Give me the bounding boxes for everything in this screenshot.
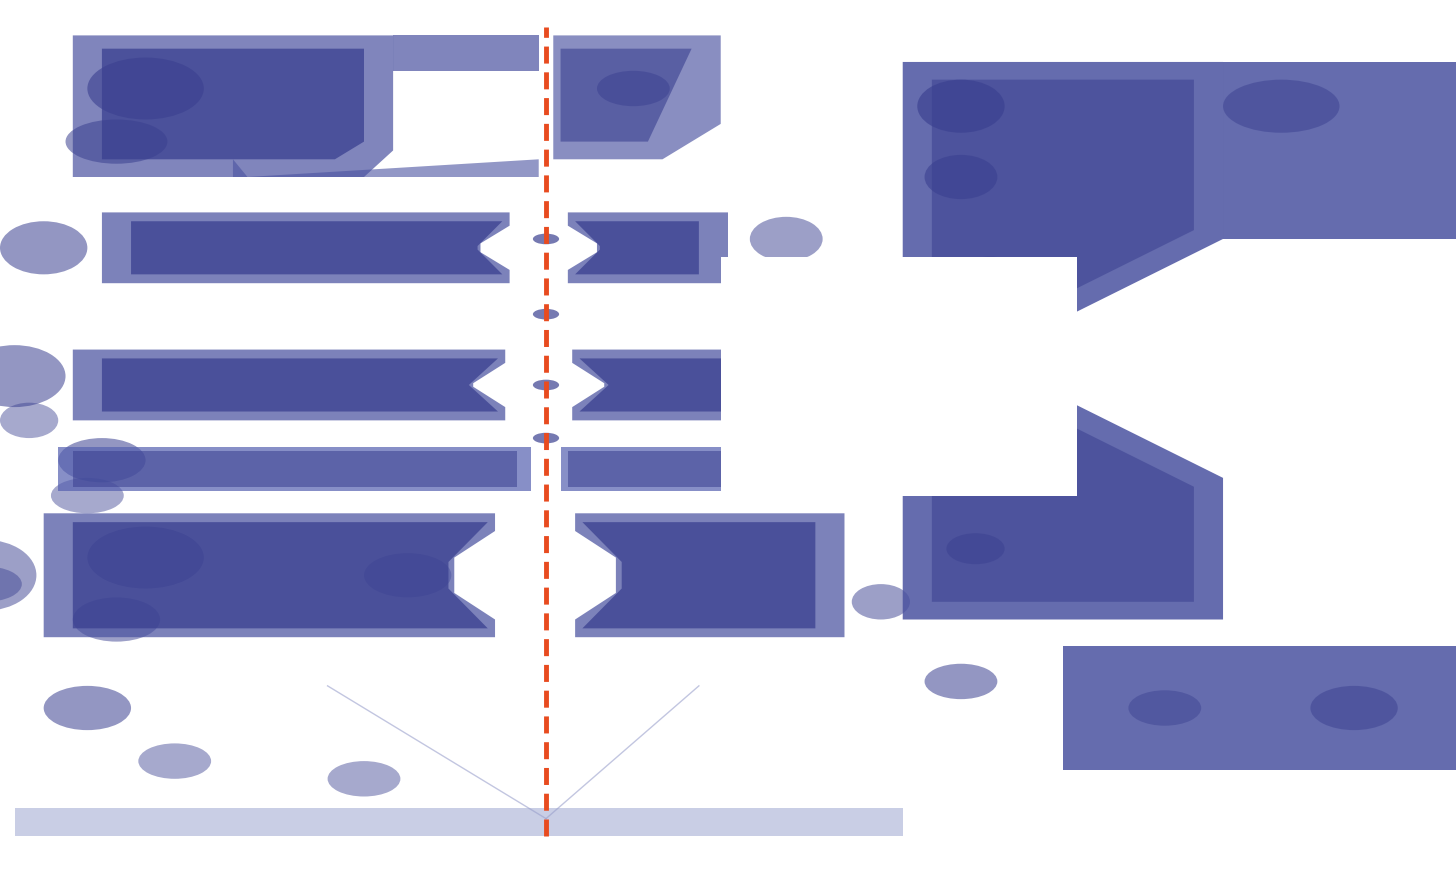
Ellipse shape [1223, 80, 1340, 133]
Polygon shape [1063, 646, 1456, 770]
Ellipse shape [87, 58, 204, 119]
Bar [15, 808, 903, 836]
Ellipse shape [954, 257, 1026, 292]
Polygon shape [561, 49, 692, 142]
Polygon shape [44, 513, 495, 637]
Polygon shape [572, 350, 757, 420]
Ellipse shape [533, 433, 559, 443]
Bar [58, 447, 531, 491]
Ellipse shape [0, 403, 58, 438]
Ellipse shape [1310, 686, 1398, 730]
Polygon shape [102, 49, 364, 159]
Ellipse shape [917, 80, 1005, 133]
Polygon shape [102, 358, 498, 412]
Polygon shape [575, 513, 844, 637]
Ellipse shape [533, 309, 559, 319]
Ellipse shape [946, 533, 1005, 565]
Ellipse shape [0, 566, 22, 602]
Polygon shape [903, 62, 1223, 620]
Ellipse shape [328, 761, 400, 796]
Ellipse shape [754, 323, 818, 358]
Polygon shape [582, 522, 815, 628]
Ellipse shape [533, 234, 559, 244]
Ellipse shape [925, 155, 997, 199]
Ellipse shape [533, 380, 559, 390]
Ellipse shape [925, 664, 997, 699]
Ellipse shape [66, 119, 167, 164]
Ellipse shape [946, 336, 1005, 372]
Ellipse shape [51, 478, 124, 513]
Bar [73, 451, 517, 487]
Ellipse shape [73, 597, 160, 642]
Polygon shape [575, 221, 699, 274]
Ellipse shape [597, 71, 670, 106]
Ellipse shape [364, 553, 451, 597]
Ellipse shape [852, 584, 910, 620]
Polygon shape [393, 35, 539, 71]
Polygon shape [73, 35, 393, 177]
Polygon shape [1223, 62, 1456, 239]
Polygon shape [233, 159, 539, 177]
Ellipse shape [1128, 690, 1201, 726]
Ellipse shape [87, 527, 204, 589]
Bar [568, 451, 772, 487]
Ellipse shape [0, 221, 87, 274]
Polygon shape [102, 212, 510, 283]
Ellipse shape [0, 540, 36, 611]
Ellipse shape [138, 743, 211, 779]
Bar [721, 257, 1077, 496]
Polygon shape [73, 522, 488, 628]
Polygon shape [932, 80, 1194, 602]
Ellipse shape [750, 217, 823, 261]
Ellipse shape [58, 438, 146, 482]
Polygon shape [568, 212, 728, 283]
Polygon shape [579, 358, 728, 412]
Polygon shape [73, 350, 505, 420]
Polygon shape [553, 35, 721, 159]
Polygon shape [131, 221, 502, 274]
Bar [561, 447, 786, 491]
Ellipse shape [0, 345, 66, 407]
Ellipse shape [44, 686, 131, 730]
